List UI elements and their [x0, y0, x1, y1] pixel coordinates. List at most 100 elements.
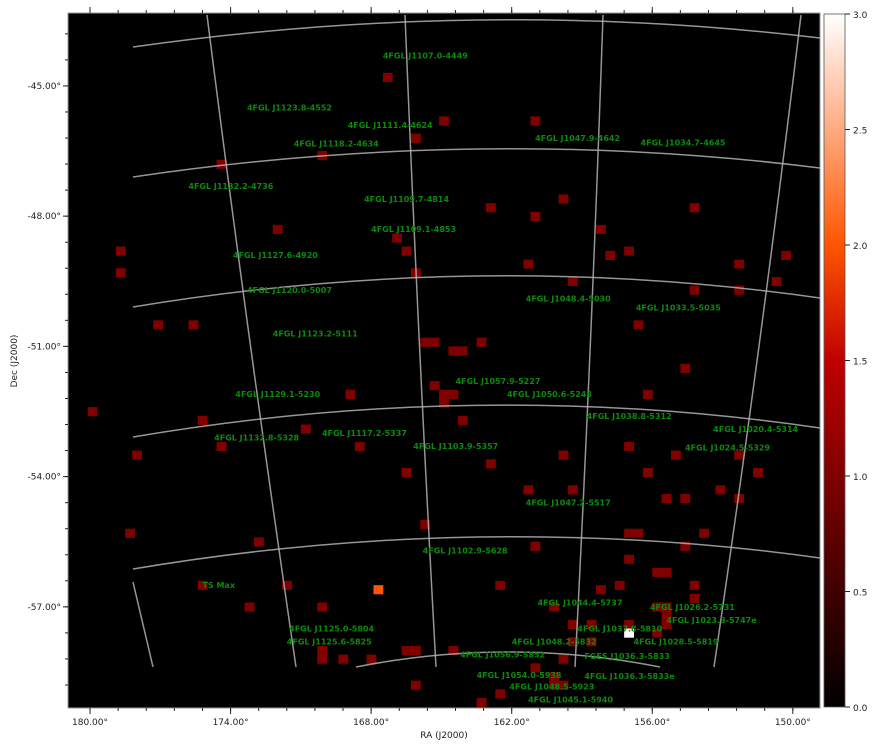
source-label: 4FGL J1034.7-4645 — [641, 138, 726, 147]
x-tick-label: 168.00° — [353, 718, 389, 728]
ts-pixel — [410, 133, 421, 143]
ts-pixel — [624, 441, 634, 452]
ts-pixel — [549, 671, 560, 682]
ts-pixel — [652, 567, 663, 577]
ts-pixel — [752, 467, 763, 478]
source-label: 4FGL J1047.9-4642 — [535, 134, 620, 143]
ts-pixel — [115, 268, 126, 278]
ts-pixel — [771, 276, 782, 287]
ts-pixel — [197, 580, 208, 590]
y-tick-label: -54.00° — [27, 473, 61, 483]
source-label: 4FGL J1023.3-5747e — [666, 616, 757, 625]
ts-pixel — [439, 398, 449, 408]
plot-background — [68, 13, 820, 708]
ts-pixel — [420, 520, 431, 530]
ts-pixel — [624, 619, 634, 629]
ts-pixel — [373, 585, 384, 595]
ts-pixel — [624, 528, 634, 538]
ts-pixel — [410, 680, 421, 690]
source-label: 4FGL J1050.6-5248 — [507, 390, 592, 399]
source-label: 4FGL J1024.5-5329 — [685, 444, 770, 453]
ts-pixel — [567, 276, 578, 287]
colorbar-tick-label: 0.5 — [853, 589, 867, 599]
ts-pixel — [661, 611, 672, 621]
ts-pixel — [354, 441, 365, 452]
source-label: 4FGL J1038.8-5312 — [587, 412, 672, 421]
ts-pixel — [401, 467, 412, 478]
ts-pixel — [596, 224, 606, 234]
source-label: 4FGL J1044.4-5737 — [537, 599, 622, 608]
grid-line — [132, 535, 820, 570]
ts-pixel — [410, 645, 421, 656]
ts-pixel — [457, 415, 468, 425]
colorbar-ticks: 0.0 0.5 1.0 1.5 2.0 2.5 3.0 — [845, 11, 868, 714]
source-label: 4FGL J1120.0-5007 — [247, 286, 332, 295]
colorbar-tick-label: 3.0 — [853, 11, 868, 21]
ts-pixel — [188, 320, 199, 330]
ts-pixel — [596, 585, 606, 595]
source-label: 4FGL J1048.2-5832 — [512, 638, 597, 647]
ts-pixel — [244, 602, 255, 612]
ts-pixel — [317, 602, 328, 612]
ts-pixel — [382, 72, 393, 83]
x-tick-label: 162.00° — [494, 718, 530, 728]
ts-pixel — [558, 680, 569, 690]
source-label: 4FGL J1111.4-4624 — [348, 121, 433, 130]
ts-pixel — [549, 602, 560, 612]
source-label: 4FGL J1028.5-5819 — [634, 638, 719, 647]
x-tick-label: 180.00° — [72, 718, 108, 728]
axes: 180.00° 174.00° 168.00° 162.00° 156.00° 150.0… — [27, 7, 811, 728]
colorbar-tick-label: 2.5 — [853, 127, 867, 137]
ts-pixel — [567, 619, 578, 629]
ts-pixel — [734, 450, 745, 460]
ts-pixel — [633, 320, 644, 330]
ts-pixel — [282, 580, 292, 590]
source-label: 4FGL J1125.6-5825 — [287, 638, 372, 647]
ts-pixel — [661, 619, 672, 629]
ts-pixel — [734, 493, 745, 504]
ts-pixel — [624, 628, 634, 638]
ts-pixel — [254, 537, 264, 547]
ts-pixel — [272, 224, 283, 234]
source-label: 4FGL J1057.9-5227 — [455, 377, 540, 386]
ts-pixel — [485, 459, 496, 469]
ts-pixel — [366, 654, 377, 664]
ts-pixel — [605, 250, 616, 261]
x-axis-label: RA (J2000) — [420, 731, 468, 741]
ts-pixel — [345, 389, 356, 399]
ts-pixel — [680, 363, 691, 373]
grid-line — [132, 581, 154, 668]
ts-pixel — [197, 415, 208, 425]
source-label: 4FGL J1132.2-4736 — [188, 182, 273, 191]
ts-pixel — [448, 645, 459, 656]
ts-pixel — [614, 580, 625, 590]
ts-pixel — [420, 337, 431, 347]
ts-pixel — [392, 233, 403, 243]
ts-pixel — [661, 602, 672, 612]
ts-pixel — [317, 645, 328, 656]
ts-pixel — [523, 259, 534, 269]
source-label: 4FGL J1129.1-5230 — [235, 390, 320, 399]
source-label: 4FGL J1047.2-5517 — [526, 499, 611, 508]
ts-pixels — [87, 72, 791, 708]
source-label: 4FGL J1118.2-4634 — [294, 140, 379, 149]
ts-pixel — [558, 450, 569, 460]
source-labels: 4FGL J1107.0-4449 4FGL J1123.8-4552 4FGL J… — [188, 52, 798, 705]
y-tick-label: -48.00° — [27, 212, 61, 222]
ts-pixel — [216, 159, 227, 169]
ts-pixel — [439, 116, 449, 126]
y-tick-label: -45.00° — [27, 82, 61, 92]
ts-pixel — [439, 389, 449, 399]
ts-pixel — [567, 485, 578, 495]
grid-line — [574, 14, 604, 668]
ts-pixel — [429, 337, 440, 347]
ts-pixel — [567, 637, 578, 647]
grid-line — [355, 651, 661, 668]
source-label: FGES J1036.3-5833 — [584, 652, 669, 661]
ts-pixel — [642, 467, 653, 478]
ts-pixel — [429, 381, 440, 391]
ts-pixel — [661, 493, 672, 504]
ts-pixel — [652, 628, 663, 638]
y-tick-label: -51.00° — [27, 342, 61, 352]
